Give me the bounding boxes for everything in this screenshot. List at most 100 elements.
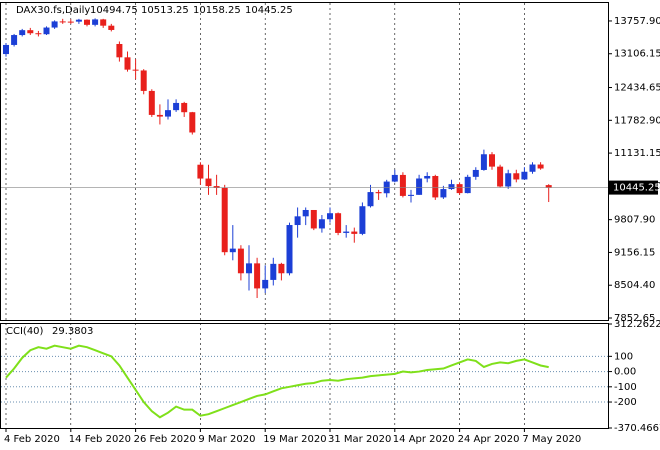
candle-body <box>489 154 495 167</box>
candle-body <box>43 27 50 35</box>
candle-body <box>84 19 90 25</box>
candle-body <box>335 213 342 233</box>
candle-body <box>278 263 285 274</box>
candle-body <box>270 263 277 280</box>
candle-body <box>327 213 333 220</box>
indicator-tick-label: 312.2622 <box>614 319 660 330</box>
candle-body <box>399 174 406 196</box>
candle-body <box>497 166 504 187</box>
x-tick-label: 26 Feb 2020 <box>134 434 196 445</box>
candle-body <box>92 19 99 25</box>
indicator-name: CCI(40) <box>6 326 44 337</box>
candle-body <box>237 248 244 274</box>
last-price-box <box>608 180 658 195</box>
candle-body <box>229 248 236 253</box>
y-tick-label: 7852.65 <box>614 313 655 324</box>
candle-body <box>416 178 423 195</box>
candle-body <box>246 263 252 274</box>
indicator-tick-label: 100 <box>614 351 633 362</box>
x-tick-label: 19 Mar 2020 <box>263 434 326 445</box>
candle-body <box>148 90 155 115</box>
candle-body <box>181 102 188 113</box>
candle-body <box>391 174 398 182</box>
candle-body <box>59 21 66 23</box>
candle-body <box>472 169 479 177</box>
candle-body <box>286 225 293 274</box>
candle-body <box>132 69 139 71</box>
candle-body <box>448 184 455 190</box>
candle-body <box>521 171 528 180</box>
indicator-tick-label: 0.00 <box>614 367 636 378</box>
candle-body <box>100 19 107 26</box>
candle-body <box>124 57 131 70</box>
candle-body <box>205 178 212 187</box>
candle-body <box>140 70 147 91</box>
candle-body <box>19 30 26 36</box>
header-close: 10445.25 <box>245 5 293 16</box>
candle-body <box>262 279 269 289</box>
x-tick-label: 24 Apr 2020 <box>458 434 520 445</box>
candle-body <box>11 35 18 45</box>
candle-body <box>480 154 487 170</box>
candle-body <box>3 44 9 55</box>
candle-body <box>35 33 42 35</box>
y-tick-label: 13106.15 <box>614 49 660 60</box>
candle-body <box>432 175 439 198</box>
candle-body <box>254 263 261 289</box>
candle-body <box>351 231 358 234</box>
x-tick-label: 14 Feb 2020 <box>69 434 131 445</box>
x-tick-label: 31 Mar 2020 <box>328 434 391 445</box>
candle-body <box>75 19 82 22</box>
candle-body <box>464 176 471 194</box>
candle-body <box>424 175 431 179</box>
indicator-last: 29.3803 <box>52 326 93 337</box>
candle-body <box>440 189 447 198</box>
candle-body <box>529 164 536 172</box>
candle-body <box>513 173 520 180</box>
x-tick-label: 14 Apr 2020 <box>393 434 455 445</box>
y-tick-label: 11782.90 <box>614 115 660 126</box>
candle-body <box>302 209 309 217</box>
header-open: 10494.75 <box>90 5 138 16</box>
indicator-tick-label: -370.4667 <box>614 423 660 434</box>
candle-body <box>408 194 414 196</box>
candle-body <box>197 164 204 179</box>
header-high: 10513.25 <box>141 5 189 16</box>
y-tick-label: 13757.90 <box>614 16 660 27</box>
y-tick-label: 12434.65 <box>614 83 660 94</box>
x-tick-label: 4 Feb 2020 <box>4 434 60 445</box>
y-tick-label: 8504.40 <box>614 280 655 291</box>
candle-body <box>51 21 58 28</box>
indicator-tick-label: -100 <box>614 382 637 393</box>
candle-body <box>156 114 163 117</box>
header-low: 10158.25 <box>193 5 241 16</box>
indicator-tick-label: -200 <box>614 397 637 408</box>
chart-title: DAX30.fs,Daily <box>16 5 90 16</box>
candle-body <box>294 216 301 226</box>
candle-body <box>116 43 123 58</box>
indicator-line <box>5 344 549 419</box>
candle-body <box>165 110 171 117</box>
indicator-panel <box>0 323 609 429</box>
candle-body <box>367 192 374 207</box>
last-price-label: 10445.25 <box>613 183 660 194</box>
candle-body <box>359 206 366 234</box>
candle-body <box>505 173 512 187</box>
x-tick-label: 9 Mar 2020 <box>198 434 255 445</box>
price-panel <box>0 2 609 321</box>
y-tick-label: 9807.90 <box>614 215 655 226</box>
candle-body <box>537 164 544 169</box>
x-tick-label: 7 May 2020 <box>522 434 581 445</box>
candle-body <box>310 209 317 229</box>
candle-body <box>67 21 74 23</box>
y-tick-label: 9156.15 <box>614 247 655 258</box>
candle-body <box>189 112 196 133</box>
candle-body <box>221 187 228 253</box>
candle-body <box>213 186 220 188</box>
candle-body <box>375 192 382 194</box>
candle-body <box>27 30 34 34</box>
candle-body <box>456 184 463 194</box>
candle-body <box>173 102 180 111</box>
